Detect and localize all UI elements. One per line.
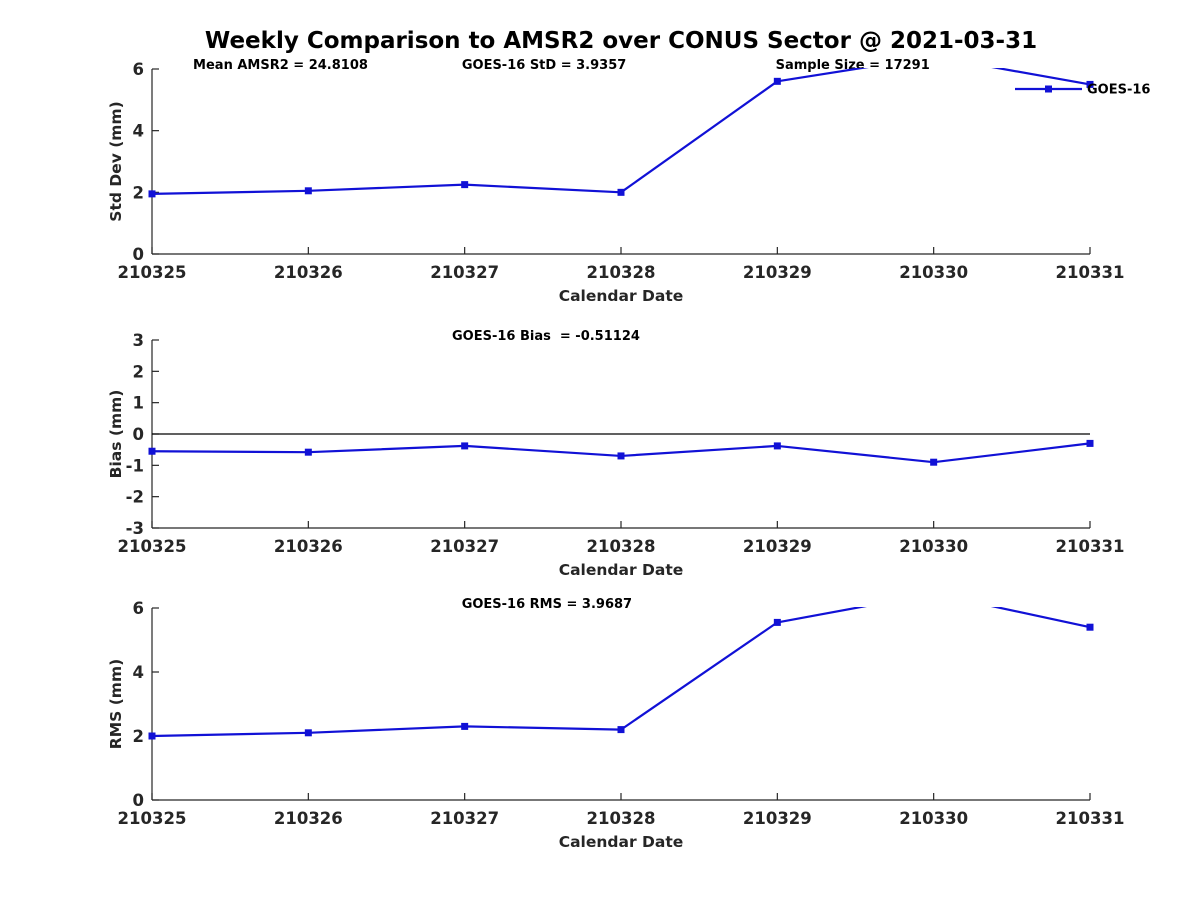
annotation-text: Sample Size = 17291 — [776, 58, 930, 73]
data-marker — [617, 452, 625, 460]
data-marker — [1086, 80, 1094, 88]
annotation-text: GOES-16 StD = 3.9357 — [462, 58, 626, 73]
data-marker — [304, 448, 312, 456]
data-marker — [148, 190, 156, 198]
y-tick-label: 4 — [133, 122, 144, 141]
x-tick-label: 210329 — [743, 537, 812, 556]
x-tick-label: 210326 — [274, 263, 343, 282]
y-tick-label: 1 — [133, 394, 144, 413]
annotation-text: Mean AMSR2 = 24.8108 — [193, 58, 368, 73]
bias-subplot: -3 -2 -1 0 1 2 3 210325 210326 210327 210328 210329… — [107, 329, 1125, 579]
y-tick-label: -1 — [126, 456, 144, 475]
x-tick-label: 210331 — [1056, 537, 1125, 556]
data-series — [148, 590, 1094, 740]
y-tick-label: 0 — [133, 425, 144, 444]
y-tick-label: -3 — [126, 519, 144, 538]
y-tick-label: -2 — [126, 488, 144, 507]
data-marker — [1086, 439, 1094, 447]
x-tick-label: 210326 — [274, 537, 343, 556]
y-tick-label: 2 — [133, 183, 144, 202]
x-tick-label: 210329 — [743, 263, 812, 282]
annotation-text: GOES-16 RMS = 3.9687 — [462, 597, 632, 612]
x-tick-label: 210331 — [1056, 809, 1125, 828]
data-marker — [617, 188, 625, 196]
y-tick-label: 0 — [133, 791, 144, 810]
y-axis-label: Bias (mm) — [107, 390, 125, 479]
data-marker — [617, 726, 625, 734]
data-line — [151, 68, 1091, 195]
data-marker — [148, 732, 156, 740]
x-tick-label: 210330 — [899, 537, 968, 556]
x-tick-label: 210325 — [118, 809, 187, 828]
data-marker — [304, 729, 312, 737]
x-tick-label: 210327 — [430, 537, 499, 556]
data-series — [148, 439, 1094, 466]
data-marker — [461, 442, 469, 450]
y-tick-label: 3 — [133, 331, 144, 350]
data-marker — [930, 55, 937, 60]
data-marker — [304, 187, 312, 195]
x-tick-label: 210329 — [743, 809, 812, 828]
data-marker — [773, 77, 781, 85]
x-tick-label: 210328 — [587, 537, 656, 556]
x-tick-label: 210326 — [274, 809, 343, 828]
legend-marker — [1045, 85, 1052, 93]
data-marker — [930, 590, 937, 597]
x-tick-label: 210331 — [1056, 263, 1125, 282]
axes: 0 2 4 6 210325 210326 210327 210328 210329 210330… — [118, 60, 1125, 282]
y-tick-label: 0 — [133, 245, 144, 264]
annotation-text: GOES-16 Bias = -0.51124 — [452, 329, 640, 344]
data-marker — [461, 181, 469, 189]
x-tick-label: 210330 — [899, 809, 968, 828]
figure-title: Weekly Comparison to AMSR2 over CONUS Se… — [204, 28, 1038, 54]
rms-subplot: 0 2 4 6 210325 210326 210327 210328 210329 210330… — [107, 590, 1125, 850]
data-marker — [773, 618, 781, 626]
y-tick-label: 6 — [133, 599, 144, 618]
x-tick-label: 210325 — [118, 263, 187, 282]
x-axis-label: Calendar Date — [559, 561, 684, 579]
x-tick-label: 210325 — [118, 537, 187, 556]
x-tick-label: 210327 — [430, 809, 499, 828]
data-marker — [773, 442, 781, 450]
data-marker — [930, 458, 938, 466]
y-tick-label: 6 — [133, 60, 144, 79]
y-axis-label: Std Dev (mm) — [107, 101, 125, 221]
stddev-subplot: 0 2 4 6 210325 210326 210327 210328 210329 210330… — [107, 55, 1150, 305]
y-tick-label: 4 — [133, 663, 144, 682]
data-line — [151, 607, 1091, 738]
data-marker — [1086, 623, 1094, 631]
x-tick-label: 210330 — [899, 263, 968, 282]
x-axis-label: Calendar Date — [559, 287, 684, 305]
x-tick-label: 210328 — [587, 809, 656, 828]
data-marker — [148, 447, 156, 455]
y-tick-label: 2 — [133, 727, 144, 746]
x-tick-label: 210327 — [430, 263, 499, 282]
data-series — [148, 55, 1094, 198]
axes: -3 -2 -1 0 1 2 3 210325 210326 210327 210328 210329… — [118, 331, 1125, 556]
legend-label: GOES-16 — [1087, 83, 1150, 98]
axes: 0 2 4 6 210325 210326 210327 210328 210329 210330… — [118, 599, 1125, 828]
x-axis-label: Calendar Date — [559, 833, 684, 850]
y-tick-label: 2 — [133, 362, 144, 381]
legend: GOES-16 — [1015, 83, 1150, 98]
data-marker — [461, 722, 469, 730]
x-tick-label: 210328 — [587, 263, 656, 282]
y-axis-label: RMS (mm) — [107, 659, 125, 749]
